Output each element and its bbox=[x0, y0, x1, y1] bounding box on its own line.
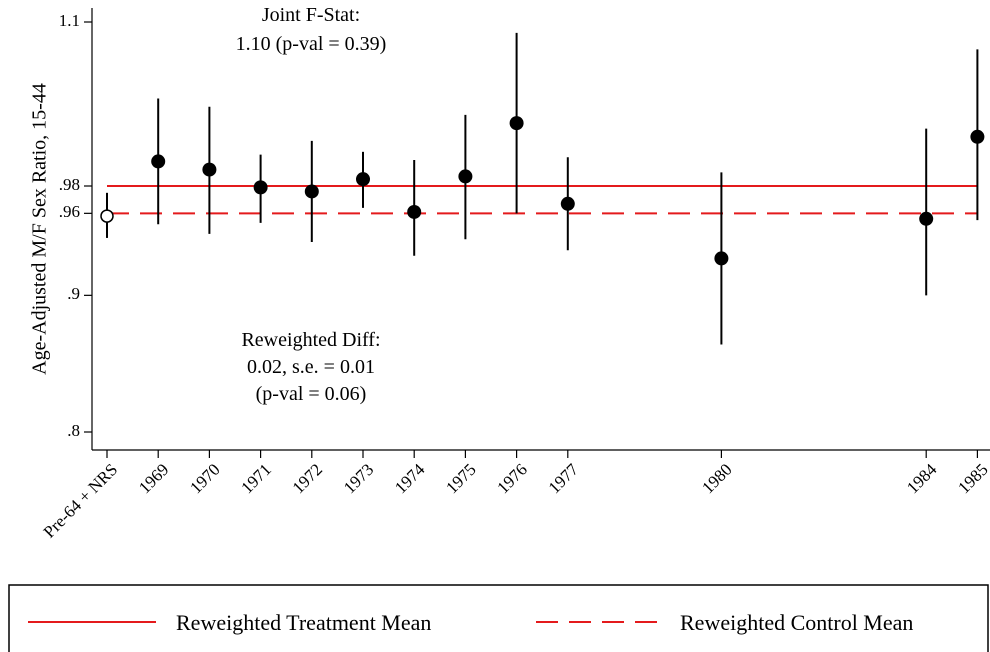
x-tick-label: 1969 bbox=[135, 460, 172, 497]
diff-annotation: Reweighted Diff: 0.02, s.e. = 0.01 (p-va… bbox=[241, 329, 380, 405]
x-tick-label: 1970 bbox=[186, 460, 223, 497]
x-tick-label: 1974 bbox=[391, 460, 429, 498]
diff-line-2: 0.02, s.e. = 0.01 bbox=[247, 356, 375, 378]
fstat-annotation: Joint F-Stat: 1.10 (p-val = 0.39) bbox=[236, 4, 387, 55]
x-tick-label: 1980 bbox=[698, 460, 735, 497]
data-point bbox=[202, 162, 217, 177]
legend-box bbox=[8, 584, 989, 652]
y-ticks: .8 .9 .96 .98 1.1 bbox=[59, 11, 92, 440]
data-point bbox=[560, 196, 575, 211]
x-tick-label: 1985 bbox=[954, 460, 990, 497]
data-point bbox=[407, 204, 422, 219]
x-tick-label: 1973 bbox=[340, 460, 377, 497]
legend-label-control: Reweighted Control Mean bbox=[680, 610, 913, 635]
data-point bbox=[970, 129, 985, 144]
x-ticks: Pre-64 + NRS 1969 1970 1971 1972 1973 1974 1975… bbox=[40, 450, 990, 542]
y-axis-title: Age-Adjusted M/F Sex Ratio, 15-44 bbox=[29, 83, 51, 375]
data-points bbox=[100, 32, 985, 345]
fstat-line-1: Joint F-Stat: bbox=[262, 4, 360, 26]
x-tick-label: 1984 bbox=[903, 460, 941, 498]
data-point bbox=[253, 180, 268, 195]
fstat-line-2: 1.10 (p-val = 0.39) bbox=[236, 33, 387, 55]
x-tick-label: 1972 bbox=[289, 460, 326, 497]
x-tick-label: 1977 bbox=[545, 460, 583, 498]
y-tick-label: 1.1 bbox=[59, 11, 80, 30]
reference-lines bbox=[107, 185, 978, 215]
data-point bbox=[919, 211, 934, 226]
legend: Reweighted Treatment Mean Reweighted Con… bbox=[8, 584, 989, 652]
data-point bbox=[509, 116, 524, 131]
data-point bbox=[356, 172, 370, 187]
x-tick-label: Pre-64 + NRS bbox=[40, 460, 122, 542]
y-tick-label: .96 bbox=[59, 202, 80, 221]
data-point bbox=[458, 169, 473, 184]
x-tick-label: 1975 bbox=[442, 460, 479, 497]
diff-line-3: (p-val = 0.06) bbox=[256, 383, 367, 405]
legend-label-treatment: Reweighted Treatment Mean bbox=[176, 610, 431, 635]
data-point bbox=[151, 154, 166, 169]
y-tick-label: .9 bbox=[67, 284, 80, 303]
data-point-hollow bbox=[100, 209, 114, 223]
y-tick-label: .8 bbox=[67, 421, 80, 440]
data-point bbox=[304, 184, 319, 199]
y-tick-label: .98 bbox=[59, 175, 80, 194]
data-point bbox=[714, 251, 729, 266]
diff-line-1: Reweighted Diff: bbox=[241, 329, 380, 351]
x-tick-label: 1971 bbox=[237, 460, 274, 497]
x-tick-label: 1976 bbox=[493, 460, 530, 497]
